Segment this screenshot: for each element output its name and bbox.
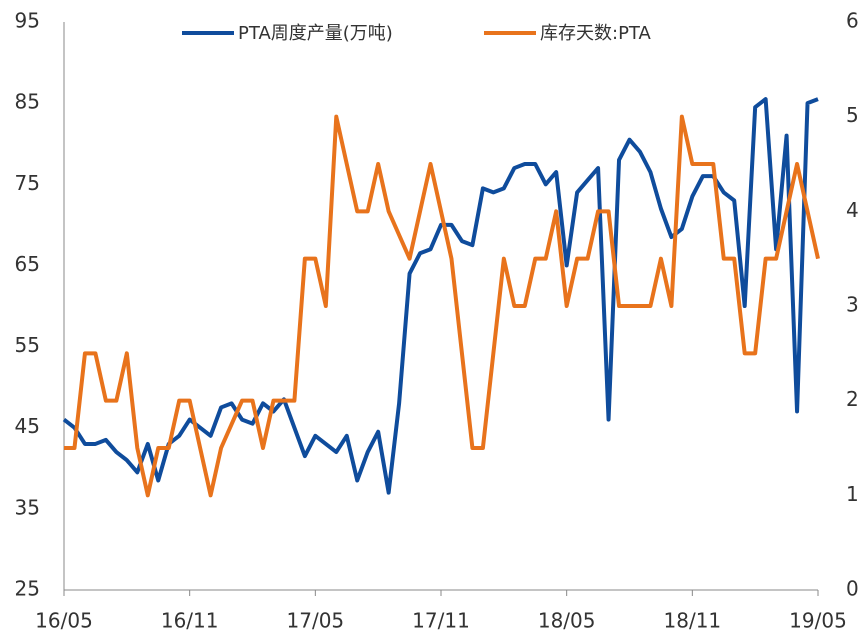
y2-tick-label: 1	[846, 482, 859, 506]
legend-label: 库存天数:PTA	[540, 23, 652, 44]
y-tick-label: 35	[15, 495, 40, 519]
y-tick-label: 25	[15, 577, 40, 601]
y2-tick-label: 0	[846, 577, 859, 601]
y2-tick-label: 4	[846, 198, 859, 222]
y-tick-label: 75	[15, 171, 40, 195]
x-tick-label: 16/11	[161, 609, 219, 633]
y2-tick-label: 6	[846, 9, 859, 33]
x-tick-label: 18/11	[664, 609, 722, 633]
y2-tick-label: 5	[846, 103, 859, 127]
x-tick-label: 19/05	[789, 609, 847, 633]
x-tick-label: 16/05	[35, 609, 93, 633]
series-line	[64, 114, 820, 498]
x-tick-label: 17/05	[287, 609, 345, 633]
legend-label: PTA周度产量(万吨)	[238, 23, 393, 44]
y-tick-label: 65	[15, 252, 40, 276]
x-tick-label: 18/05	[538, 609, 596, 633]
y-tick-label: 85	[15, 90, 40, 114]
y-tick-label: 45	[15, 414, 40, 438]
y-tick-label: 95	[15, 9, 40, 33]
y-tick-label: 55	[15, 333, 40, 357]
y2-tick-label: 3	[846, 293, 859, 317]
series-line	[62, 97, 819, 495]
y2-tick-label: 2	[846, 387, 859, 411]
x-tick-label: 17/11	[412, 609, 470, 633]
